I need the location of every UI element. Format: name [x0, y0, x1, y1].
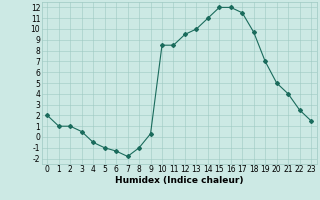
X-axis label: Humidex (Indice chaleur): Humidex (Indice chaleur) — [115, 176, 244, 185]
